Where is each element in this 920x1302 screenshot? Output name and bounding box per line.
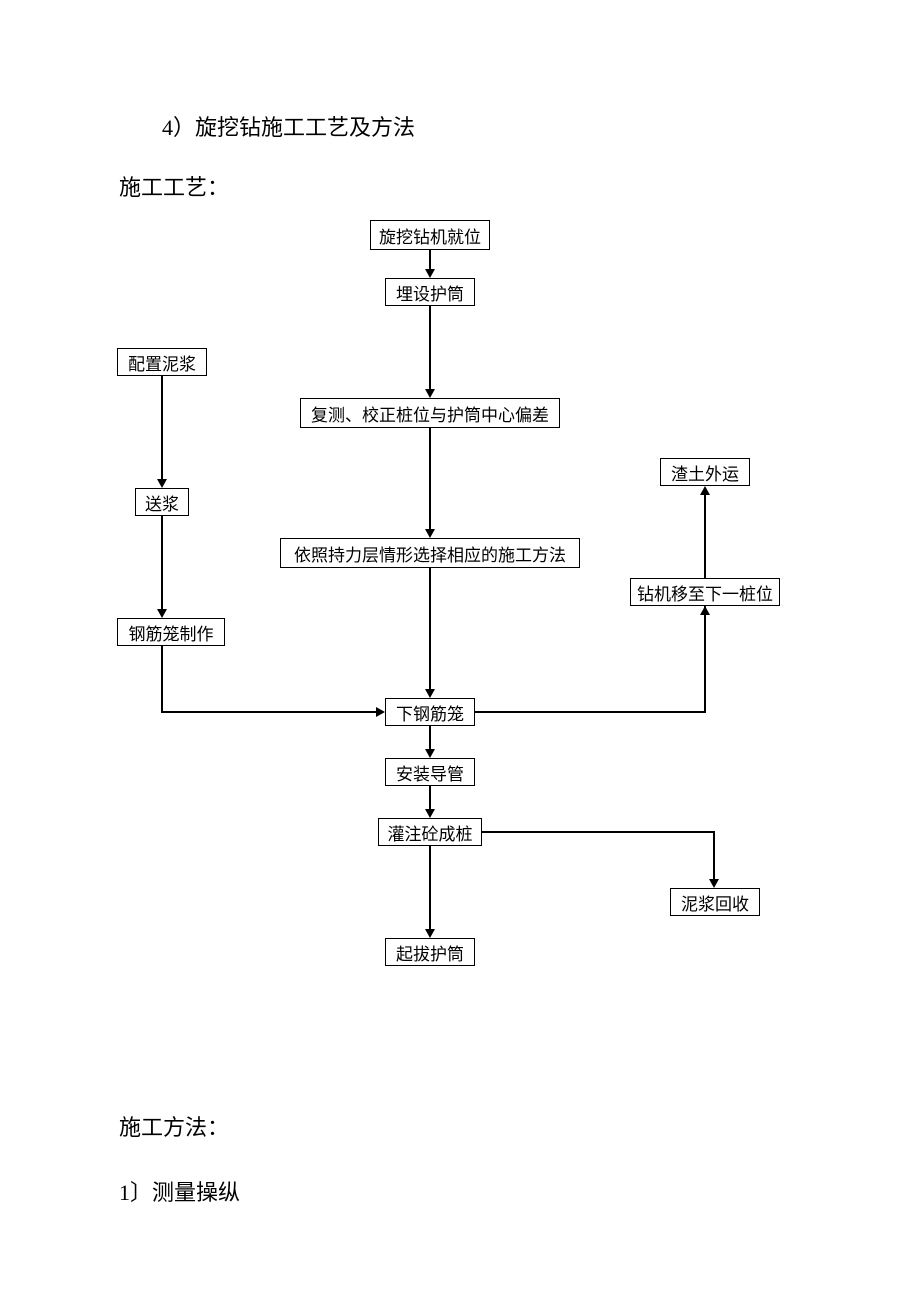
arrow-icon: [709, 879, 719, 888]
arrow-icon: [157, 609, 167, 618]
edge: [713, 831, 715, 880]
edge: [161, 711, 377, 713]
edge: [161, 516, 163, 610]
arrow-icon: [425, 389, 435, 398]
edge: [429, 726, 431, 750]
arrow-icon: [376, 707, 385, 717]
node-rebar-cage-make: 钢筋笼制作: [117, 618, 225, 646]
edge: [704, 495, 706, 578]
edge: [482, 831, 714, 833]
node-mud-config: 配置泥浆: [117, 348, 207, 376]
node-send-mud: 送浆: [135, 488, 189, 516]
arrow-icon: [425, 689, 435, 698]
edge: [429, 428, 431, 530]
edge: [429, 846, 431, 930]
node-soil-transport: 渣土外运: [660, 458, 750, 486]
edge: [161, 646, 163, 712]
node-move-rig: 钻机移至下一桩位: [630, 578, 780, 606]
flowchart-container: 旋挖钻机就位 埋设护筒 配置泥浆 复测、校正桩位与护筒中心偏差 送浆 渣土外运 …: [0, 220, 920, 1010]
node-install-pipe: 安装导管: [385, 758, 475, 786]
node-casing: 埋设护筒: [385, 278, 475, 306]
edge: [429, 250, 431, 270]
edge: [475, 711, 705, 713]
arrow-icon: [425, 529, 435, 538]
subheading-method: 施工方法：: [119, 1110, 229, 1142]
arrow-icon: [425, 929, 435, 938]
arrow-icon: [700, 606, 710, 615]
node-positioning: 旋挖钻机就位: [370, 220, 490, 250]
edge: [704, 606, 706, 713]
subheading-process: 施工工艺：: [119, 170, 229, 202]
node-lower-cage: 下钢筋笼: [385, 698, 475, 726]
edge: [429, 568, 431, 690]
edge: [161, 376, 163, 480]
arrow-icon: [425, 269, 435, 278]
node-pour-concrete: 灌注砼成桩: [378, 818, 482, 846]
node-mud-recovery: 泥浆回收: [670, 888, 760, 916]
node-pull-casing: 起拔护筒: [385, 938, 475, 966]
node-recheck: 复测、校正桩位与护筒中心偏差: [300, 398, 560, 428]
arrow-icon: [700, 486, 710, 495]
subheading-measure: 1〕测量操纵: [119, 1175, 240, 1207]
edge: [429, 786, 431, 810]
node-method-select: 依照持力层情形选择相应的施工方法: [280, 538, 580, 568]
arrow-icon: [157, 479, 167, 488]
edge: [429, 306, 431, 390]
heading: 4）旋挖钻施工工艺及方法: [162, 110, 415, 142]
arrow-icon: [425, 809, 435, 818]
arrow-icon: [425, 749, 435, 758]
